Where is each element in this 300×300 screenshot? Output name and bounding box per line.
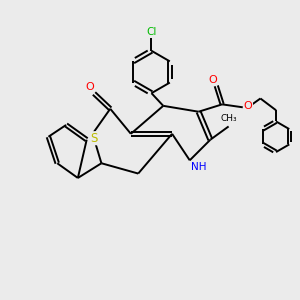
Text: NH: NH <box>191 162 207 172</box>
Text: O: O <box>244 101 252 111</box>
Text: S: S <box>90 132 98 145</box>
Text: O: O <box>85 82 94 92</box>
Text: O: O <box>208 75 217 85</box>
Text: Cl: Cl <box>147 27 157 37</box>
Text: CH₃: CH₃ <box>221 114 238 123</box>
